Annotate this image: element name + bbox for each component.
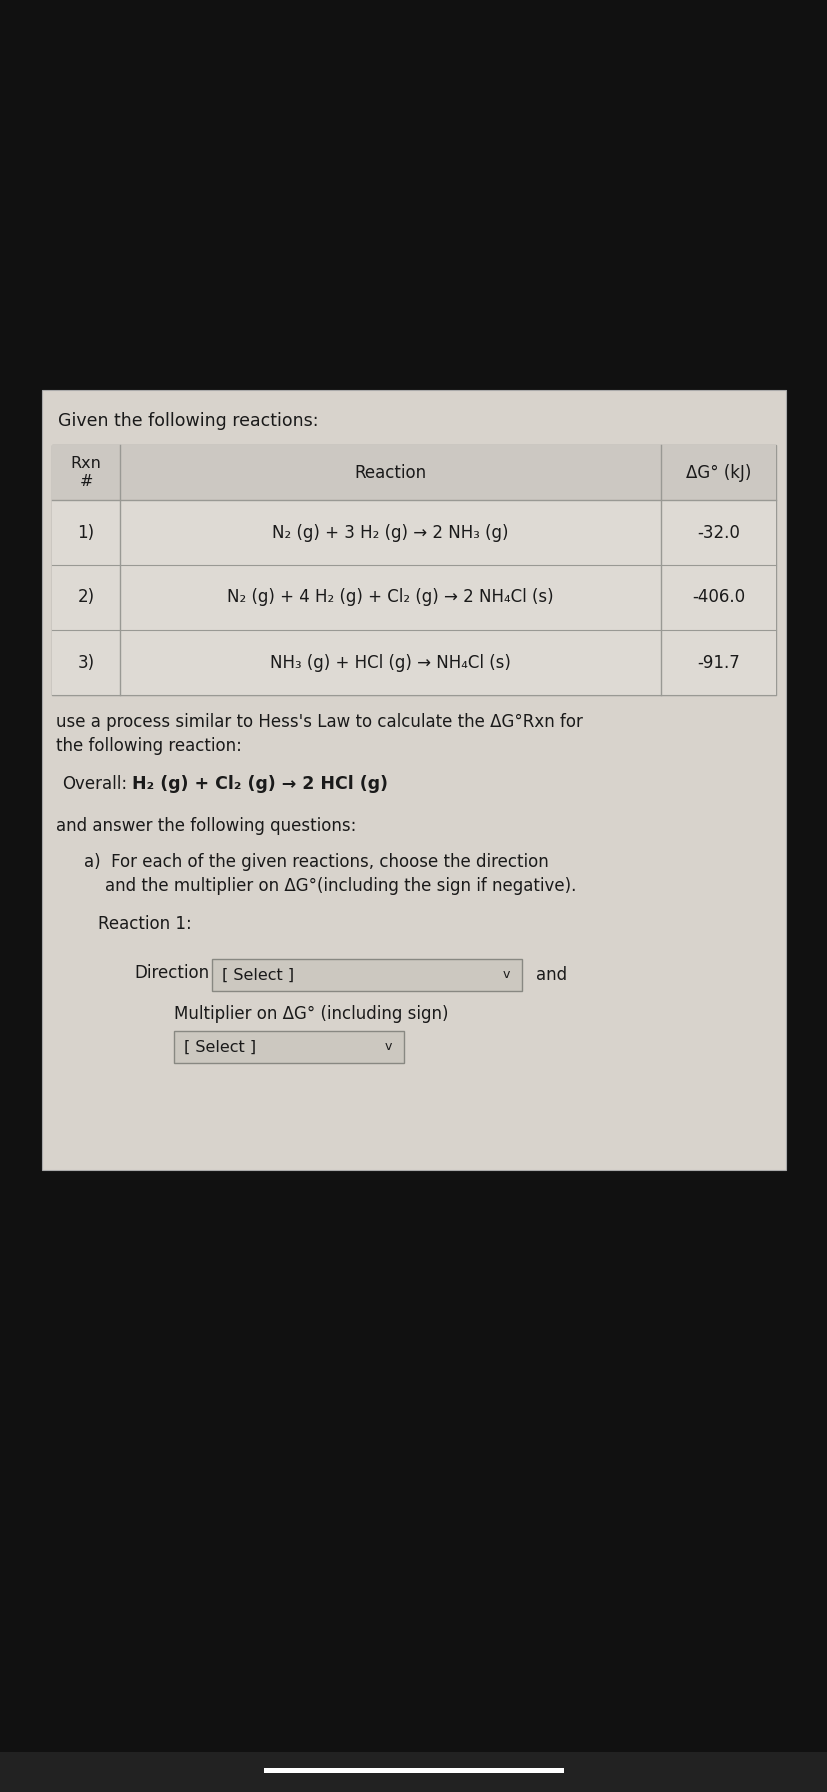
Text: -32.0: -32.0 [696, 523, 739, 541]
Text: H₂ (g) + Cl₂ (g) → 2 HCl (g): H₂ (g) + Cl₂ (g) → 2 HCl (g) [131, 774, 388, 794]
Bar [52, 500, 775, 564]
Bar [0, 1753, 827, 1792]
Text: Direction: Direction [134, 964, 209, 982]
Text: and the multiplier on ΔG°(including the sign if negative).: and the multiplier on ΔG°(including the … [84, 876, 576, 894]
Text: N₂ (g) + 4 H₂ (g) + Cl₂ (g) → 2 NH₄Cl (s): N₂ (g) + 4 H₂ (g) + Cl₂ (g) → 2 NH₄Cl (s… [227, 588, 553, 606]
Bar [212, 959, 521, 991]
Text: ΔG° (kJ): ΔG° (kJ) [685, 464, 750, 482]
Text: Overall:: Overall: [62, 774, 127, 794]
Text: [ Select ]: [ Select ] [222, 968, 294, 982]
Text: #: # [79, 475, 93, 489]
Text: and answer the following questions:: and answer the following questions: [56, 817, 356, 835]
Bar [42, 391, 785, 1170]
Bar [264, 1769, 563, 1772]
Text: [ Select ]: [ Select ] [184, 1039, 256, 1054]
Bar [52, 444, 775, 500]
Text: v: v [384, 1041, 391, 1054]
Text: N₂ (g) + 3 H₂ (g) → 2 NH₃ (g): N₂ (g) + 3 H₂ (g) → 2 NH₃ (g) [272, 523, 508, 541]
Text: Reaction 1:: Reaction 1: [98, 916, 192, 934]
Bar [52, 631, 775, 695]
Text: NH₃ (g) + HCl (g) → NH₄Cl (s): NH₃ (g) + HCl (g) → NH₄Cl (s) [270, 654, 510, 672]
Text: Given the following reactions:: Given the following reactions: [58, 412, 318, 430]
Text: Multiplier on ΔG° (including sign): Multiplier on ΔG° (including sign) [174, 1005, 448, 1023]
Bar [52, 444, 775, 695]
Bar [52, 564, 775, 631]
Text: Reaction: Reaction [354, 464, 426, 482]
Bar [174, 1030, 404, 1063]
Text: v: v [502, 968, 509, 982]
Text: the following reaction:: the following reaction: [56, 737, 241, 754]
Text: 1): 1) [78, 523, 94, 541]
Text: use a process similar to Hess's Law to calculate the ΔG°Rxn for: use a process similar to Hess's Law to c… [56, 713, 582, 731]
Text: Rxn: Rxn [70, 455, 102, 471]
Text: 2): 2) [78, 588, 94, 606]
Text: -91.7: -91.7 [696, 654, 739, 672]
Text: and: and [535, 966, 566, 984]
Text: 3): 3) [78, 654, 94, 672]
Text: -406.0: -406.0 [691, 588, 744, 606]
Text: a)  For each of the given reactions, choose the direction: a) For each of the given reactions, choo… [84, 853, 548, 871]
